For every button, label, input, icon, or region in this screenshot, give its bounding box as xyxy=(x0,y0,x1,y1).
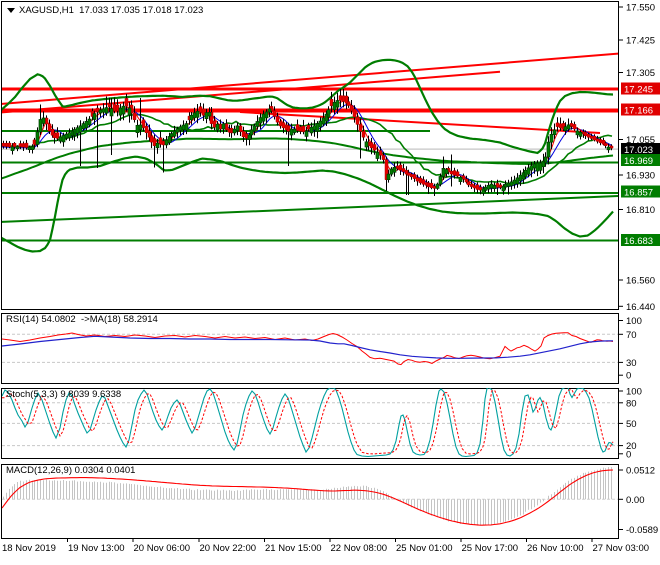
svg-text:19 Nov 13:00: 19 Nov 13:00 xyxy=(68,543,125,554)
svg-text:100: 100 xyxy=(626,316,642,327)
svg-text:16.683: 16.683 xyxy=(624,236,653,247)
svg-text:0: 0 xyxy=(626,371,631,382)
svg-text:25 Nov 01:00: 25 Nov 01:00 xyxy=(396,543,453,554)
svg-text:RSI(14) 54.0802 ->MA(18) 58.2: RSI(14) 54.0802 ->MA(18) 58.2914 xyxy=(6,314,158,325)
svg-text:MACD(12,26,9) 0.0304 0.0401: MACD(12,26,9) 0.0304 0.0401 xyxy=(6,465,135,476)
svg-text:Stoch(5,3,3) 9.8039 9.6338: Stoch(5,3,3) 9.8039 9.6338 xyxy=(6,389,121,400)
svg-text:0.00: 0.00 xyxy=(626,495,645,506)
svg-text:16.930: 16.930 xyxy=(626,171,655,182)
svg-text:17.425: 17.425 xyxy=(626,36,655,47)
svg-text:0: 0 xyxy=(626,449,631,460)
svg-text:16.440: 16.440 xyxy=(626,302,655,313)
svg-text:30: 30 xyxy=(626,358,637,369)
svg-text:16.969: 16.969 xyxy=(624,156,653,167)
svg-text:16.560: 16.560 xyxy=(626,276,655,287)
svg-text:20: 20 xyxy=(626,441,637,452)
svg-text:100: 100 xyxy=(626,387,642,398)
svg-text:26 Nov 10:00: 26 Nov 10:00 xyxy=(527,543,584,554)
svg-text:25 Nov 17:00: 25 Nov 17:00 xyxy=(462,543,519,554)
svg-text:50: 50 xyxy=(626,419,637,430)
svg-text:16.857: 16.857 xyxy=(624,187,653,198)
svg-text:21 Nov 15:00: 21 Nov 15:00 xyxy=(265,543,322,554)
svg-text:27 Nov 03:00: 27 Nov 03:00 xyxy=(593,543,650,554)
svg-text:0.0512: 0.0512 xyxy=(626,466,655,477)
svg-text:17.023: 17.023 xyxy=(624,145,653,156)
svg-text:XAGUSD,H1 17.033 17.035 17.01: XAGUSD,H1 17.033 17.035 17.018 17.023 xyxy=(19,5,203,16)
svg-text:17.245: 17.245 xyxy=(624,84,653,95)
svg-text:70: 70 xyxy=(626,330,637,341)
svg-text:17.055: 17.055 xyxy=(626,135,655,146)
svg-text:17.550: 17.550 xyxy=(626,3,655,14)
svg-text:22 Nov 08:00: 22 Nov 08:00 xyxy=(331,543,388,554)
svg-text:-0.0589: -0.0589 xyxy=(626,525,658,536)
svg-text:16.810: 16.810 xyxy=(626,205,655,216)
svg-text:80: 80 xyxy=(626,398,637,409)
svg-text:17.166: 17.166 xyxy=(624,105,653,116)
svg-text:20 Nov 22:00: 20 Nov 22:00 xyxy=(200,543,257,554)
svg-text:17.305: 17.305 xyxy=(626,68,655,79)
svg-text:18 Nov 2019: 18 Nov 2019 xyxy=(2,543,56,554)
svg-text:20 Nov 06:00: 20 Nov 06:00 xyxy=(134,543,191,554)
